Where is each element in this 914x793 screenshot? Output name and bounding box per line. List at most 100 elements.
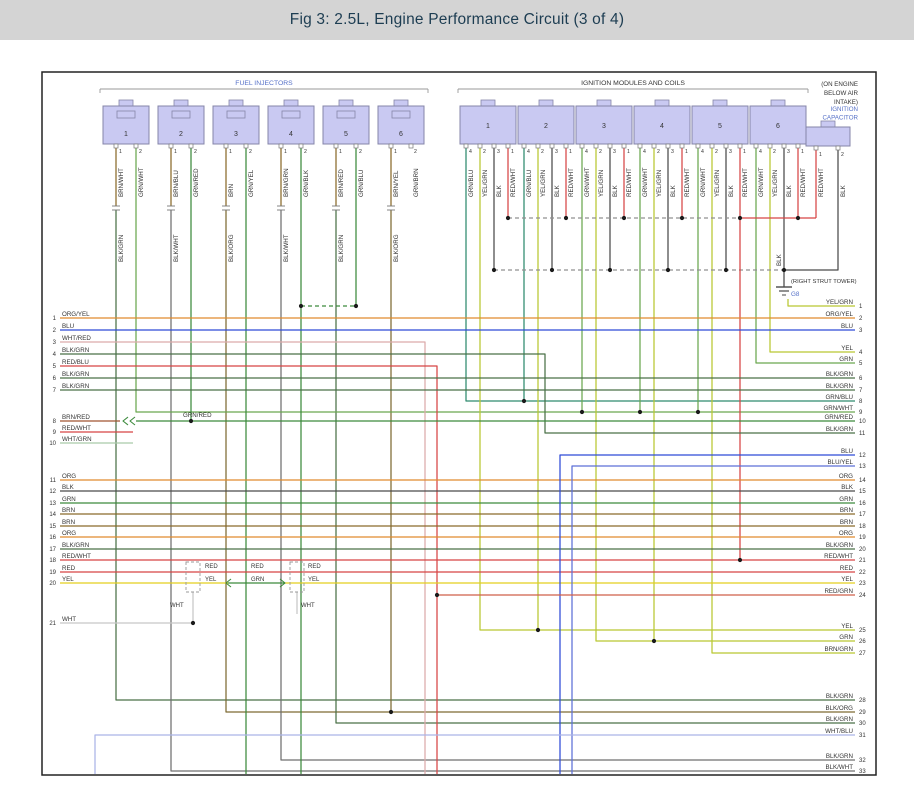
ground-location-note: (RIGHT STRUT TOWER) [791, 279, 857, 285]
injector-number: 2 [179, 131, 183, 138]
right-pin-label: RED [840, 565, 854, 572]
pin-number: 3 [555, 149, 558, 155]
pin-number: 1 [685, 149, 688, 155]
wire-color-label: YEL/GRN [540, 170, 547, 197]
junction-dot [723, 267, 729, 273]
right-pin-label: YEL [841, 576, 853, 583]
coil-connector-1: 1 4 GRN/BLU 2 YEL/GRN 3 BLK 1 RED/WHT [459, 99, 517, 197]
inline-wire-label: WHT [170, 603, 184, 609]
right-pin-number: 18 [859, 524, 866, 530]
right-pin-label: GRN/BLU [825, 394, 853, 401]
wire-color-label: BLK [776, 253, 783, 266]
left-pin-label: RED [62, 565, 76, 572]
right-pin-label: ORG [839, 530, 853, 537]
wire-color-label: YEL/GRN [714, 170, 721, 197]
pin-number: 2 [139, 149, 142, 155]
figure-title-bar: Fig 3: 2.5L, Engine Performance Circuit … [0, 0, 914, 40]
junction-dot [434, 592, 440, 598]
wire-color-label: BRN/WHT [118, 168, 125, 197]
right-pin-label: BLK/GRN [826, 716, 853, 723]
wire-color-label: GRN/BLK [303, 169, 310, 197]
right-pin-number: 32 [859, 758, 866, 764]
right-pin-label: BLK/GRN [826, 371, 853, 378]
right-pin-label: YEL [841, 345, 853, 352]
junction-dot [781, 267, 787, 273]
left-pin-number: 17 [49, 547, 56, 553]
wire-color-label: YEL/GRN [482, 170, 489, 197]
left-pin-number: 5 [53, 364, 57, 370]
right-pin-number: 22 [859, 570, 866, 576]
ignition-coils: 1 4 GRN/BLU 2 YEL/GRN 3 BLK 1 RED/WHT 2 4 GRN/BLU 2 Y… [459, 99, 807, 197]
wire-color-label: BRN/BLU [173, 170, 180, 197]
pin-number: 4 [643, 149, 646, 155]
left-pin-number: 4 [53, 352, 57, 358]
right-pin-number: 30 [859, 721, 866, 727]
left-pin-label: BLK/GRN [62, 542, 89, 549]
pin-number: 2 [414, 149, 417, 155]
right-pin-number: 25 [859, 628, 866, 634]
injector-connector-3: 3 1 BRN 2 GRN/YEL BLK/ORG [212, 99, 260, 262]
diagram-border [41, 71, 877, 776]
pin-number: 4 [585, 149, 588, 155]
pin-number: 1 [229, 149, 232, 155]
wiring-diagram: GRN/RED RED RED RED YEL GRN YEL WHT WHT FUEL INJE… [0, 40, 914, 793]
junction-dot [549, 267, 555, 273]
left-pin-number: 6 [53, 376, 57, 382]
wire-color-label: RED/WHT [568, 168, 575, 197]
wire-color-label: BLK/WHT [173, 234, 180, 262]
junction-dot [298, 303, 304, 309]
wire-color-label: YEL/GRN [598, 170, 605, 197]
left-pin-label: WHT [62, 616, 76, 623]
section-headers: FUEL INJECTORS IGNITION MODULES AND COILS [99, 80, 809, 93]
wire-color-label: YEL/GRN [656, 170, 663, 197]
pin-number: 1 [819, 152, 822, 158]
left-pin-label: RED/WHT [62, 425, 91, 432]
pin-number: 3 [671, 149, 674, 155]
coil-number: 5 [718, 123, 722, 130]
pin-number: 2 [304, 149, 307, 155]
left-pin-label: ORG [62, 473, 76, 480]
left-pin-label: ORG/YEL [62, 311, 90, 318]
pin-number: 3 [613, 149, 616, 155]
fuel-injectors-label: FUEL INJECTORS [235, 80, 293, 87]
right-pin-label: RED/WHT [824, 553, 853, 560]
right-pin-number: 9 [859, 410, 863, 416]
wire-color-label: YEL/GRN [772, 170, 779, 197]
wire-color-label: BLK [840, 184, 847, 197]
wire-color-label: BLK/ORG [393, 234, 400, 262]
left-pin-label: ORG [62, 530, 76, 537]
ignition-capacitor: (ON ENGINE BELOW AIR INTAKE)IGNITION CAPACI… [805, 81, 859, 197]
right-pin-label: BRN [840, 519, 853, 526]
coil-connector-5: 5 4 GRN/WHT 2 YEL/GRN 3 BLK 1 RED/WHT [691, 99, 749, 197]
left-pin-number: 16 [49, 535, 56, 541]
junction-dot [679, 215, 685, 221]
right-pin-number: 13 [859, 464, 866, 470]
junction-dot [665, 267, 671, 273]
right-pin-number: 33 [859, 769, 866, 775]
coil-connector-3: 3 4 GRN/WHT 2 YEL/GRN 3 BLK 1 RED/WHT [575, 99, 633, 197]
right-pin-number: 19 [859, 535, 866, 541]
junction-dot [388, 709, 394, 715]
junction-dot [188, 418, 194, 424]
pin-number: 1 [339, 149, 342, 155]
wire-color-label: GRN/WHT [642, 167, 649, 197]
right-pin-number: 29 [859, 710, 866, 716]
capacitor-label: IGNITION [831, 106, 859, 113]
left-pin-number: 8 [53, 419, 57, 425]
capacitor-location-note: BELOW AIR [824, 90, 859, 97]
right-pin-label: BLK/GRN [826, 542, 853, 549]
left-pin-label: WHT/RED [62, 335, 91, 342]
junction-dot [637, 409, 643, 415]
right-pin-number: 6 [859, 376, 863, 382]
wire-color-label: BRN [228, 184, 235, 197]
wire-color-label: GRN/WHT [700, 167, 707, 197]
wire-color-label: BLK/ORG [228, 234, 235, 262]
right-pin-number: 24 [859, 593, 866, 599]
right-pin-label: BLK/GRN [826, 383, 853, 390]
injector-number: 5 [344, 131, 348, 138]
left-pin-label: RED/BLU [62, 359, 89, 366]
left-pin-number: 13 [49, 501, 56, 507]
left-pin-label: BLK/GRN [62, 347, 89, 354]
pin-number: 4 [469, 149, 472, 155]
left-pin-label: YEL [62, 576, 74, 583]
